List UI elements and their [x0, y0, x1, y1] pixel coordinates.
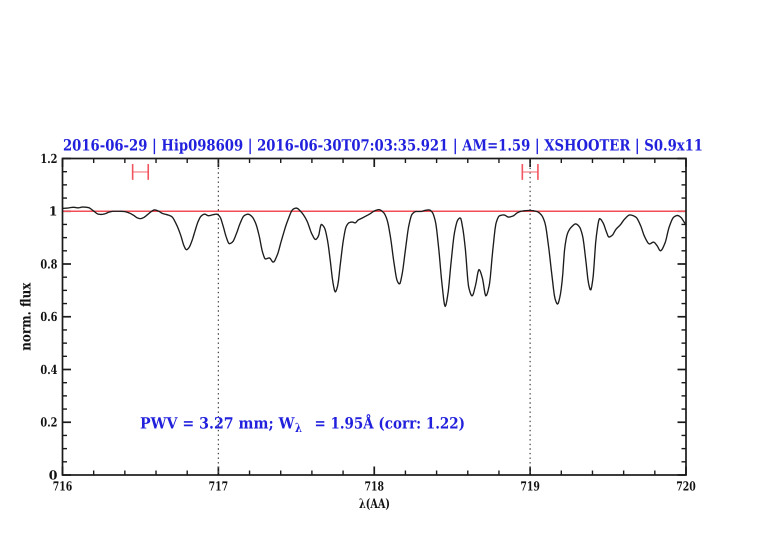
spectrum-line	[61, 206, 687, 308]
x-tick-label: 720	[676, 479, 696, 494]
y-axis-label: norm. flux	[19, 282, 35, 351]
y-tick-label: 0	[49, 467, 58, 482]
annotation-subscript-lambda: λ	[295, 420, 302, 435]
x-axis-label: λ(AA)	[359, 497, 390, 512]
y-axis-tick-labels: 0 0.2 0.4 0.6 0.8 1 1.2	[40, 151, 57, 483]
x-tick-label: 717	[209, 479, 229, 494]
y-tick-label: 0.6	[40, 309, 57, 324]
y-tick-label: 1	[49, 204, 58, 219]
annotation-suffix: = 1.95Å (corr: 1.22)	[315, 414, 466, 433]
line-marker	[131, 164, 150, 180]
y-tick-label: 1.2	[40, 151, 57, 166]
y-tick-label: 0.8	[40, 256, 57, 271]
line-markers	[131, 164, 539, 180]
line-marker	[521, 164, 539, 180]
plot-frame	[61, 157, 687, 476]
x-tick-label: 719	[520, 479, 540, 494]
x-tick-label: 716	[53, 479, 73, 494]
chart-title: 2016-06-29 | Hip098609 | 2016-06-30T07:0…	[63, 136, 703, 155]
y-tick-label: 0.4	[40, 362, 57, 377]
y-tick-label: 0.2	[40, 415, 57, 430]
x-tick-label: 718	[365, 479, 385, 494]
annotation-prefix: PWV = 3.27 mm; W	[140, 414, 295, 433]
x-axis-tick-labels: 716 717 718 719 720	[53, 479, 696, 494]
